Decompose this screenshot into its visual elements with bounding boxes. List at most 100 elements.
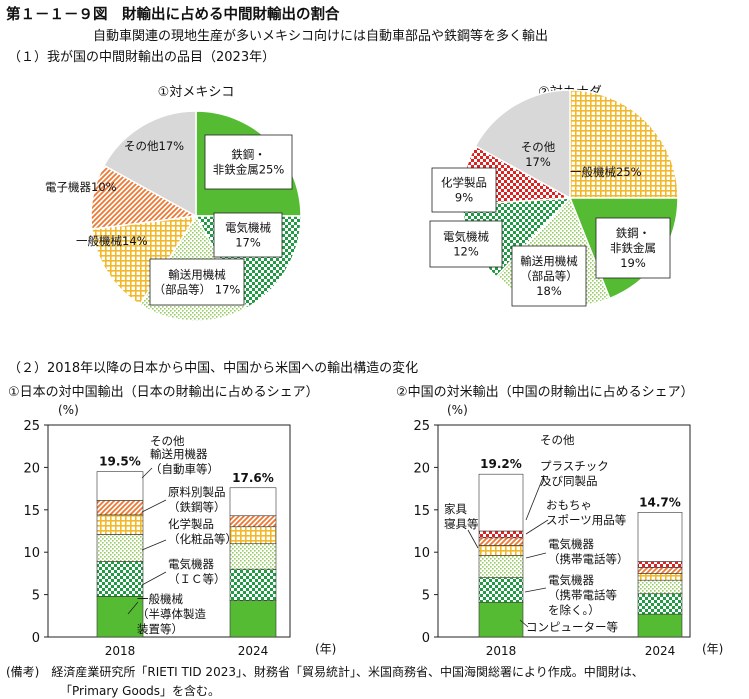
bar-1-ytick-label: 0 (32, 631, 40, 646)
bar-1-plot-frame (47, 424, 291, 638)
bar-2-callout-line (525, 519, 549, 535)
bar-2-series-label-4: おもちゃスポーツ用品等 (546, 498, 626, 527)
figure-subtitle: 自動車関連の現地生産が多いメキシコ向けには自動車部品や鉄鋼等を多く輸出 (93, 29, 549, 44)
pie-1-label-6: その他17% (124, 139, 184, 153)
bar-1-seg-2018-4 (96, 514, 144, 535)
pie-1-label-5: 電子機器10% (45, 180, 117, 194)
pie-2-label-3-box (511, 245, 587, 307)
figure-title: 第１－１－９図 財輸出に占める中間財輸出の割合 (6, 7, 340, 23)
pie-1-label-4: 一般機械14% (76, 234, 148, 248)
bar-1-callout-line (127, 601, 139, 615)
pie-2-label-4-box (429, 220, 503, 268)
bar-2-ytick-label: 5 (422, 589, 430, 604)
bar-2-title: ②中国の対米輸出（中国の財輸出に占めるシェア） (396, 385, 694, 400)
bar-1-seg-2018-3 (96, 534, 144, 562)
bar-2-xlabel: (年) (702, 642, 723, 656)
bar-1-callout-line (141, 539, 167, 551)
pie-1-slice-4 (90, 215, 198, 306)
bar-2-seg-2018-1 (478, 601, 524, 638)
bar-1-ytick-label: 15 (23, 504, 40, 519)
bar-2-seg-2024-2 (637, 593, 683, 615)
pie-2-label-2-box (595, 217, 671, 279)
bar-2-ytick-label: 15 (413, 504, 430, 519)
bar-2-callout-line (467, 529, 479, 549)
bar-1-callout-line (141, 467, 153, 479)
bar-1-series-label-2: 電気機器（ＩＣ等） (168, 557, 226, 586)
bar-2-category-2024: 2024 (645, 644, 676, 658)
bar-1-series-label-6: その他 (150, 434, 185, 448)
bar-2-seg-2024-4 (637, 573, 683, 581)
bar-2-seg-2018-4 (478, 545, 524, 556)
pie-2-slice-6 (474, 89, 571, 200)
bar-1-total-2018: 19.5% (99, 455, 141, 469)
pie-1-label-3-box (149, 258, 245, 306)
bar-2-seg-2018-3 (478, 555, 524, 578)
pie-1-title: ①対メキシコ (158, 85, 235, 100)
bar-2-seg-2018-2 (478, 577, 524, 603)
bar-2-total-2024: 14.7% (639, 495, 681, 509)
bar-2-ylabel: (%) (447, 403, 468, 417)
bar-1-seg-2024-6 (229, 487, 277, 517)
bar-1-ytick-label: 20 (23, 461, 40, 476)
bar-1-series-label-3: 化学製品（化粧品等） (168, 517, 237, 546)
note-line-1: (備考) 経済産業研究所「RIETI TID 2023」、財務省「貿易統計」、米… (6, 665, 644, 679)
bar-2-seg-2018-6 (478, 530, 524, 539)
bar-1-seg-2024-3 (229, 543, 277, 570)
bar-2-seg-2024-6 (637, 561, 683, 568)
bar-2-series-label-1: コンピューター等 (526, 620, 618, 634)
bar-2-seg-2018-5 (478, 537, 524, 546)
bar-1-ytick-label: 10 (23, 546, 40, 561)
pie-2-label-6: その他 17% (521, 140, 556, 169)
bar-2-callout-line (524, 587, 547, 593)
bar-2-seg-2018-7 (478, 473, 524, 532)
section2-heading: （２）2018年以降の日本から中国、中国から米国への輸出構造の変化 (8, 361, 419, 376)
pie-2-slice-1 (569, 89, 679, 199)
bar-2-series-label-5: プラスチック及び同製品 (540, 459, 609, 488)
bar-2-series-label-3: 電気機器（携帯電話等） (548, 537, 629, 566)
bar-1-xlabel: (年) (315, 642, 336, 656)
bar-2-callout-line (519, 619, 529, 628)
bar-2-series-label-2: 電気機器（携帯電話等を除く。） (548, 573, 617, 617)
bar-1-title: ①日本の対中国輸出（日本の財輸出に占めるシェア） (8, 385, 319, 400)
bar-2-series-label-7: その他 (540, 433, 575, 447)
bar-2-ytick-label: 10 (413, 546, 430, 561)
bar-2-callout-line (525, 552, 547, 559)
bar-1-series-label-1: 一般機械（半導体製造装置等） (137, 592, 206, 636)
bar-1-category-2018: 2018 (105, 644, 136, 658)
bar-2-plot-frame (437, 424, 691, 638)
pie-2-label-3: 輸送用機械（部品等） 18% (520, 254, 578, 298)
pie-2-label-5: 化学製品 9% (441, 176, 487, 205)
bar-1-seg-2024-1 (229, 600, 277, 638)
bar-2-callout-line (525, 474, 545, 521)
pie-1-label-1: 鉄鋼・非鉄金属25% (213, 148, 285, 177)
bar-1-seg-2018-6 (96, 471, 144, 501)
bar-2-series-label-6: 家具寝具等 (444, 502, 479, 531)
bar-1-series-label-4: 原料別製品（鉄鋼等） (168, 485, 226, 514)
pie-2-label-5-box (431, 167, 497, 213)
pie-2-label-1: 一般機械25% (570, 165, 642, 179)
pie-2-label-2: 鉄鋼・非鉄金属 19% (610, 226, 656, 270)
bar-2-total-2018: 19.2% (480, 457, 522, 471)
bar-1-seg-2018-5 (96, 500, 144, 516)
bar-1-ytick-label: 25 (23, 419, 40, 434)
bar-2-seg-2024-7 (637, 512, 683, 562)
bar-2-ytick-label: 20 (413, 461, 430, 476)
bar-2-ytick-label: 25 (413, 419, 430, 434)
pie-1-slice-6 (102, 110, 197, 218)
pie-1-label-2: 電気機械 17% (225, 221, 271, 250)
bar-1-callout-line (141, 499, 167, 513)
section1-heading: （１）我が国の中間財輸出の品目（2023年） (8, 50, 276, 65)
bar-2-seg-2024-3 (637, 579, 683, 595)
bar-1-seg-2024-2 (229, 568, 277, 601)
pie-1-label-3: 輸送用機械（部品等） 17% (154, 268, 241, 297)
bar-1-ylabel: (%) (58, 403, 79, 417)
note-line-2: 「Primary Goods」を含む。 (60, 684, 221, 698)
pie-2-label-4: 電気機械 12% (443, 230, 489, 259)
bar-1-ytick-label: 5 (32, 589, 40, 604)
bar-1-category-2024: 2024 (238, 644, 269, 658)
bar-1-total-2024: 17.6% (232, 471, 274, 485)
bar-2-ytick-label: 0 (422, 631, 430, 646)
bar-1-series-label-5: 輸送用機器（自動車等） (150, 447, 219, 476)
bar-1-callout-line (141, 571, 167, 586)
